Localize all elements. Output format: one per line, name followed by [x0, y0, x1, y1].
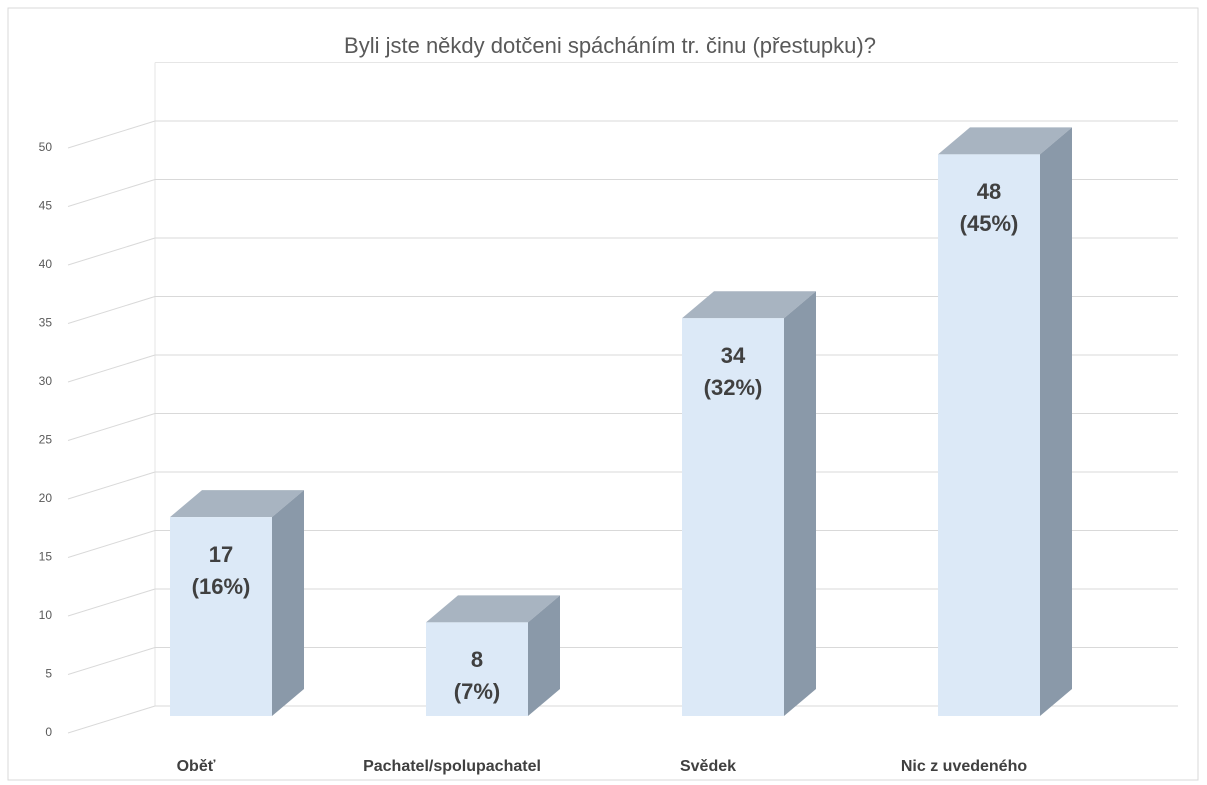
bar	[938, 154, 1040, 716]
y-tick-label: 10	[39, 608, 53, 622]
bar-side	[1040, 127, 1072, 716]
chart-title: Byli jste někdy dotčeni spácháním tr. či…	[344, 33, 876, 58]
grid-line-side	[67, 413, 156, 441]
bar	[682, 318, 784, 716]
grid-line-side	[67, 530, 156, 558]
y-tick-label: 25	[39, 433, 53, 447]
bar-side	[272, 490, 304, 716]
y-tick-label: 40	[39, 257, 53, 271]
y-tick-label: 15	[39, 550, 53, 564]
bar-top	[426, 595, 560, 623]
bar-top	[682, 291, 816, 319]
grid-line-side	[67, 705, 156, 734]
grid-line-side	[67, 179, 156, 207]
bar-side	[528, 595, 560, 716]
y-tick-label: 50	[39, 140, 53, 154]
y-tick-label: 20	[39, 491, 53, 505]
data-label: 48 (45%)	[959, 179, 1019, 237]
bar-side	[784, 291, 816, 716]
grid-line-side	[67, 588, 156, 617]
grid-line-side	[67, 354, 156, 383]
y-tick-label: 30	[39, 374, 53, 388]
y-tick-label: 0	[45, 725, 52, 739]
data-label: 34 (32%)	[703, 343, 763, 401]
x-tick-label: Oběť	[177, 758, 216, 775]
y-tick-label: 35	[39, 316, 53, 330]
bar	[426, 622, 528, 716]
grid-line-side	[67, 120, 156, 149]
bar	[170, 517, 272, 716]
data-label: 17 (16%)	[191, 542, 251, 600]
bar-top	[170, 490, 304, 518]
x-tick-label: Nic z uvedeného	[901, 758, 1027, 775]
y-tick-label: 5	[45, 667, 52, 681]
grid-line-side	[67, 237, 156, 266]
grid-line-side	[67, 471, 156, 500]
x-tick-label: Svědek	[680, 758, 736, 775]
data-label: 8 (7%)	[453, 647, 501, 705]
y-tick-label: 45	[39, 199, 53, 213]
grid-line-side	[67, 296, 156, 324]
grid-line-side	[67, 647, 156, 675]
x-tick-label: Pachatel/spolupachatel	[363, 758, 541, 775]
bar-top	[938, 127, 1072, 155]
chart-frame	[7, 7, 1199, 781]
